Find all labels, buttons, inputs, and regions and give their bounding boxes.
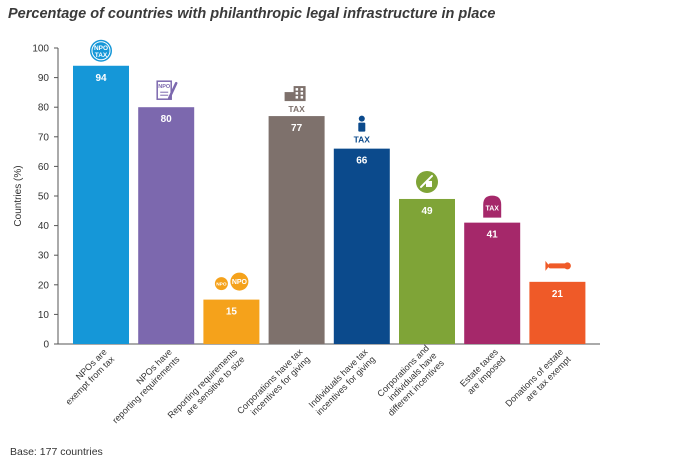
bar — [73, 65, 129, 344]
icon-text: NPO — [232, 279, 248, 286]
person-tax-icon: TAX — [354, 115, 371, 145]
y-tick-label: 60 — [38, 162, 50, 173]
y-tick-label: 40 — [38, 221, 50, 232]
tombstone-tax-icon: TAX — [483, 195, 502, 218]
y-tick-label: 100 — [32, 44, 49, 55]
bar-value-label: 77 — [291, 123, 303, 134]
y-tick-label: 70 — [38, 132, 50, 143]
icon-text: NPO — [158, 84, 171, 90]
bar-value-label: 15 — [226, 307, 238, 318]
y-tick-label: 10 — [38, 310, 50, 321]
bar — [529, 281, 586, 344]
bar-value-label: 94 — [95, 73, 107, 84]
bar — [399, 198, 455, 344]
icon-text: TAX — [354, 135, 371, 145]
handshake-icon — [416, 170, 438, 193]
y-tick-label: 50 — [38, 192, 50, 203]
bar — [464, 222, 521, 344]
icon-text: NPO — [94, 45, 108, 52]
bar — [268, 116, 325, 344]
certificate-scroll-icon — [545, 260, 571, 271]
y-tick-label: 90 — [38, 73, 50, 84]
y-tick-label: 30 — [38, 251, 50, 262]
chart-title: Percentage of countries with philanthrop… — [8, 6, 496, 22]
bars: 94 80 15 77 66 49 41 21 — [73, 65, 586, 344]
x-tick-label: Corporations have taxincentives for givi… — [235, 346, 312, 423]
document-pen-icon: NPO — [156, 80, 178, 100]
x-tick-label: Individuals have taxincentives for givin… — [307, 346, 378, 417]
y-axis-label: Countries (%) — [13, 165, 24, 226]
bar-value-label: 41 — [487, 230, 499, 241]
x-tick-label: Donations of estateare tax exempt — [503, 346, 573, 416]
bar-value-label: 66 — [356, 156, 368, 167]
npo-size-badges-icon: NPO NPO — [214, 272, 249, 291]
y-tick-label: 20 — [38, 280, 50, 291]
y-tick-label: 80 — [38, 103, 50, 114]
x-tick-label: Estate taxesare imposed — [458, 346, 508, 396]
icon-text: TAX — [288, 104, 305, 114]
icon-text: TAX — [485, 206, 499, 213]
x-tick-label: NPOs areexempt from tax — [56, 346, 116, 406]
y-axis: 0 10 20 30 40 50 60 70 80 90 100 Countries (%) — [13, 44, 600, 351]
bar-value-label: 21 — [552, 289, 564, 300]
bar — [333, 148, 390, 344]
icon-text: NPO — [216, 282, 227, 288]
building-tax-icon: TAX — [284, 86, 306, 114]
x-tick-label: Corporations andindividuals havedifferen… — [371, 343, 446, 418]
bar — [138, 107, 195, 344]
y-tick-label: 0 — [43, 340, 49, 351]
bar-value-label: 80 — [161, 114, 173, 125]
icon-text: TAX — [95, 52, 108, 59]
bar-value-label: 49 — [421, 206, 433, 217]
bar — [203, 299, 260, 344]
footnote: Base: 177 countries — [10, 446, 103, 458]
x-axis-labels: NPOs areexempt from tax NPOs havereportin… — [56, 343, 573, 425]
